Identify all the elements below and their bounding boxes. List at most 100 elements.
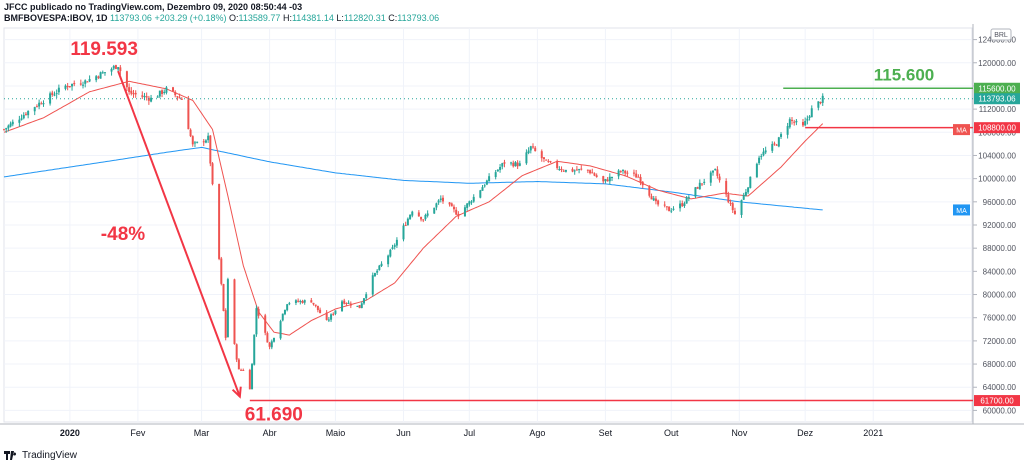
candle-down	[455, 209, 458, 215]
candle-up	[558, 169, 561, 171]
tradingview-logo-icon	[4, 450, 16, 460]
candle-down	[801, 122, 804, 126]
candle-down	[442, 197, 445, 202]
candle-up	[698, 182, 701, 190]
candle-up	[373, 273, 376, 277]
candle-up	[758, 157, 761, 164]
candle-up	[18, 119, 21, 123]
candle-down	[51, 92, 54, 95]
candle-down	[224, 310, 227, 338]
candle-down	[125, 71, 128, 88]
candle-up	[272, 337, 275, 342]
candle-down	[242, 369, 245, 371]
x-tick-label: Nov	[731, 428, 748, 438]
candle-up	[112, 66, 115, 69]
candle-down	[657, 200, 660, 205]
candle-up	[27, 110, 30, 116]
candle-down	[549, 161, 552, 163]
candle-down	[632, 172, 635, 174]
price-chart[interactable]: 60000.00 64000.00 68000.00 72000.00 76000.00…	[0, 24, 1024, 444]
trough-label: 61.690	[245, 405, 303, 426]
ma-fast-badge-label: MA	[956, 128, 967, 135]
candle-down	[349, 303, 352, 306]
candle-up	[49, 93, 52, 104]
candle-down	[343, 300, 346, 304]
close-label: C:	[388, 13, 398, 23]
candle-up	[760, 156, 763, 158]
candle-up	[795, 120, 798, 123]
y-tick-label: 104000.00	[978, 151, 1016, 160]
candle-down	[178, 97, 181, 99]
low-value: 112820.31	[343, 13, 386, 23]
candle-down	[422, 219, 425, 221]
candle-down	[24, 113, 27, 115]
candle-down	[571, 168, 574, 172]
candle-up	[101, 72, 104, 74]
candle-up	[22, 114, 25, 119]
candle-up	[371, 275, 374, 295]
candle-up	[303, 300, 306, 303]
candle-up	[365, 294, 368, 299]
candle-down	[248, 369, 251, 390]
y-tick-label: 72000.00	[983, 337, 1017, 346]
candle-up	[99, 72, 102, 79]
price-badge	[974, 93, 1020, 105]
candle-down	[189, 129, 192, 137]
candle-down	[654, 198, 657, 202]
candle-down	[209, 135, 212, 164]
candle-down	[773, 143, 776, 145]
candle-up	[288, 303, 291, 305]
x-tick-label: Abr	[263, 428, 277, 438]
candle-down	[312, 302, 315, 305]
candle-up	[38, 102, 41, 107]
high-label: H:	[282, 13, 292, 23]
candle-up	[439, 198, 442, 200]
y-tick-label: 112000.00	[979, 105, 1017, 114]
candle-down	[531, 146, 534, 148]
candle-down	[268, 342, 271, 347]
candle-down	[404, 225, 407, 227]
candle-down	[314, 304, 317, 306]
candle-up	[330, 314, 333, 320]
chart-frame[interactable]: 60000.00 64000.00 68000.00 72000.00 76000.00…	[0, 24, 1024, 444]
candle-down	[114, 65, 117, 69]
candle-up	[510, 162, 513, 164]
candle-up	[755, 163, 758, 178]
open-label: O:	[229, 13, 239, 23]
candle-down	[593, 173, 596, 176]
candle-up	[780, 134, 783, 137]
candle-up	[281, 313, 284, 321]
symbol-name[interactable]: BMFBOVESPA:IBOV, 1D	[4, 13, 108, 23]
candle-up	[9, 123, 12, 127]
candle-down	[793, 121, 796, 123]
candle-down	[145, 96, 148, 98]
candle-up	[771, 144, 774, 151]
candle-up	[608, 176, 611, 182]
candle-down	[35, 106, 38, 108]
candle-up	[53, 94, 56, 96]
candle-up	[409, 214, 412, 220]
candle-up	[7, 125, 10, 129]
candle-up	[687, 197, 690, 199]
candle-up	[283, 309, 286, 315]
candle-down	[547, 160, 550, 162]
candle-up	[481, 187, 484, 191]
candle-down	[648, 185, 651, 196]
candle-up	[110, 68, 113, 72]
candle-up	[578, 169, 581, 171]
candle-down	[132, 93, 135, 95]
candle-up	[117, 67, 120, 70]
candle-down	[624, 170, 627, 174]
candle-up	[362, 298, 365, 304]
candle-up	[437, 200, 440, 203]
candle-down	[512, 162, 515, 167]
candle-down	[681, 203, 684, 207]
candle-up	[652, 198, 655, 201]
candle-up	[279, 321, 282, 339]
y-tick-label: 84000.00	[983, 267, 1017, 276]
candle-up	[488, 176, 491, 182]
candle-up	[395, 239, 398, 246]
candle-down	[589, 170, 592, 174]
level-badge-label: 61700.00	[980, 397, 1014, 406]
y-tick-label: 76000.00	[983, 314, 1017, 323]
